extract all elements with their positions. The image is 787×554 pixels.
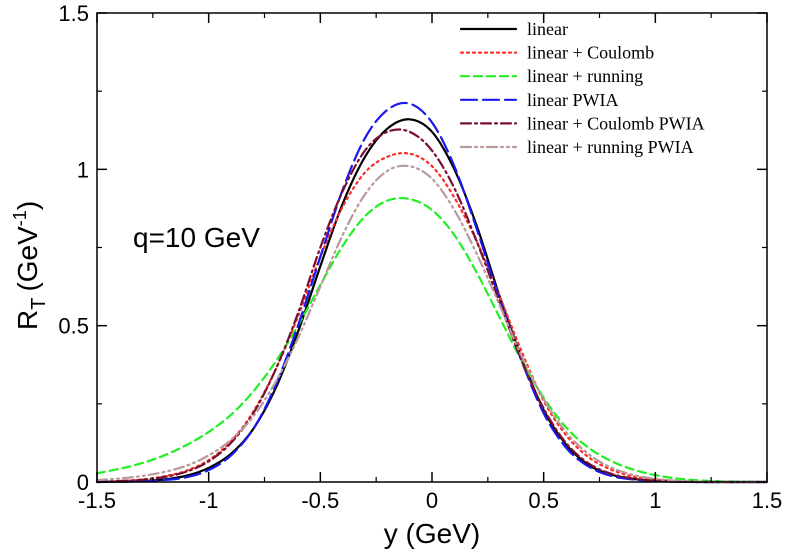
y-tick-label-1p5: 1.5 xyxy=(58,1,89,26)
y-tick-label-0p5: 0.5 xyxy=(58,314,89,339)
x-tick-label-m1: -1 xyxy=(199,488,219,513)
y-axis-title-close: ) xyxy=(12,201,43,210)
x-axis-title: y (GeV) xyxy=(384,518,480,549)
y-axis-title-main: R xyxy=(12,310,43,330)
y-tick-label-1: 1 xyxy=(77,157,89,182)
y-axis-title-sub: T xyxy=(28,298,50,310)
y-axis-title: RT (GeV-1) xyxy=(10,201,50,330)
tick-layer: -1.5 -1 -0.5 0 0.5 1 1.5 0 0.5 1 1.5 xyxy=(58,1,782,513)
x-tick-label-0p5: 0.5 xyxy=(528,488,559,513)
x-tick-label-m0p5: -0.5 xyxy=(301,488,339,513)
legend-label-3: linear + running xyxy=(527,66,643,86)
annotation-q: q=10 GeV xyxy=(133,222,260,253)
legend-label-4: linear PWIA xyxy=(527,90,618,110)
x-tick-label-1p5: 1.5 xyxy=(752,488,783,513)
y-axis-title-exp: -1 xyxy=(10,210,30,226)
y-tick-label-0: 0 xyxy=(77,470,89,495)
legend-label-6: linear + running PWIA xyxy=(527,137,694,157)
x-tick-label-m1p5: -1.5 xyxy=(78,488,116,513)
series-line-5 xyxy=(95,128,769,484)
legend-label-1: linear xyxy=(527,19,568,39)
x-tick-label-1: 1 xyxy=(649,488,661,513)
legend-label-2: linear + Coulomb xyxy=(527,43,654,63)
legend-label-5: linear + Coulomb PWIA xyxy=(527,113,705,133)
y-axis-title-unit: (GeV xyxy=(12,226,43,292)
legend: linear linear + Coulomb linear + running li… xyxy=(459,19,705,157)
x-tick-label-0: 0 xyxy=(426,488,438,513)
